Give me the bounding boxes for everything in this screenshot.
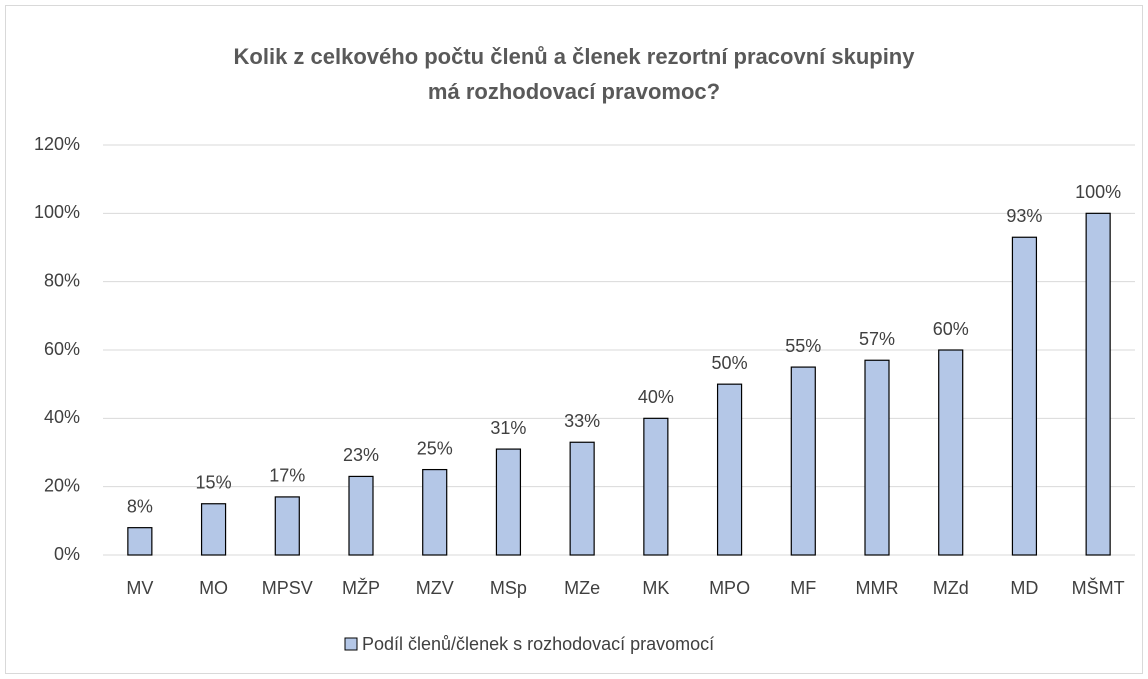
chart-title: Kolik z celkového počtu členů a členek r… — [234, 44, 916, 69]
bar — [1011, 236, 1038, 556]
legend-swatch — [344, 637, 358, 651]
x-tick-label: MF — [790, 578, 816, 598]
bar — [864, 359, 890, 556]
bar — [127, 527, 153, 556]
data-label: 31% — [490, 418, 526, 438]
data-label: 15% — [196, 473, 232, 493]
y-tick-label: 100% — [34, 202, 80, 222]
legend-label: Podíl členů/členek s rozhodovací pravomo… — [362, 634, 714, 654]
data-label: 50% — [712, 353, 748, 373]
x-tick-label: MZV — [416, 578, 454, 598]
y-tick-label: 0% — [54, 544, 80, 564]
bar — [716, 383, 743, 556]
x-tick-label: MPSV — [262, 578, 313, 598]
y-tick-label: 120% — [34, 134, 80, 154]
data-label: 60% — [933, 319, 969, 339]
x-tick-label: MK — [642, 578, 669, 598]
data-label: 40% — [638, 387, 674, 407]
y-tick-label: 20% — [44, 475, 80, 495]
bar — [569, 441, 595, 556]
x-tick-label: MSp — [490, 578, 527, 598]
x-tick-label: MZd — [933, 578, 969, 598]
x-tick-label: MPO — [709, 578, 750, 598]
data-label: 100% — [1075, 182, 1121, 202]
bar — [643, 417, 669, 556]
chart-border — [5, 5, 1143, 674]
x-tick-label: MV — [126, 578, 153, 598]
bar — [790, 366, 816, 556]
bar — [422, 468, 448, 556]
data-label: 25% — [417, 438, 453, 458]
data-label: 17% — [269, 466, 305, 486]
bar — [938, 349, 964, 556]
chart-title: má rozhodovací pravomoc? — [428, 79, 720, 104]
bar — [274, 496, 300, 556]
y-tick-label: 40% — [44, 407, 80, 427]
x-tick-label: MŠMT — [1072, 577, 1125, 598]
bar — [200, 503, 227, 556]
bar — [348, 475, 374, 556]
data-label: 33% — [564, 411, 600, 431]
data-label: 23% — [343, 445, 379, 465]
x-tick-label: MZe — [564, 578, 600, 598]
x-tick-label: MO — [199, 578, 228, 598]
x-tick-label: MD — [1010, 578, 1038, 598]
data-label: 8% — [127, 496, 153, 516]
x-tick-label: MMR — [856, 578, 899, 598]
data-label: 57% — [859, 329, 895, 349]
y-tick-label: 80% — [44, 270, 80, 290]
bar — [495, 448, 522, 556]
data-label: 55% — [785, 336, 821, 356]
x-tick-label: MŽP — [342, 578, 380, 598]
data-label: 93% — [1006, 206, 1042, 226]
y-tick-label: 60% — [44, 339, 80, 359]
bar — [1085, 212, 1111, 556]
